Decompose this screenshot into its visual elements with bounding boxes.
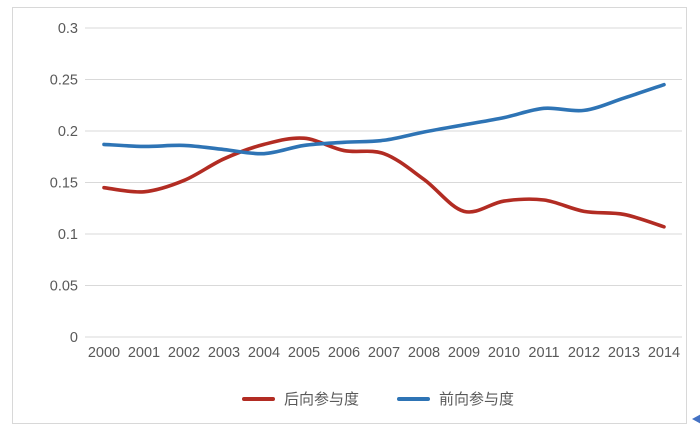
chart-legend: 后向参与度 前向参与度 xyxy=(56,388,700,409)
series-line-1 xyxy=(102,82,666,156)
x-axis-tick-label: 2014 xyxy=(648,345,680,361)
x-axis-tick-label: 2002 xyxy=(168,345,200,361)
x-axis-tick-label: 2011 xyxy=(528,345,559,361)
x-axis-tick-label: 2010 xyxy=(488,345,520,361)
x-axis-tick-label: 2001 xyxy=(128,345,160,361)
legend-line-swatch xyxy=(241,396,275,401)
y-axis-tick-label: 0.25 xyxy=(50,73,78,89)
legend-line-swatch xyxy=(397,396,430,401)
x-axis-tick-label: 2000 xyxy=(88,345,120,361)
y-axis-tick-label: 0.2 xyxy=(58,124,78,140)
legend-item-0: 后向参与度 xyxy=(241,388,359,409)
x-axis-tick-label: 2006 xyxy=(328,345,360,361)
y-axis-tick-label: 0.1 xyxy=(58,227,78,243)
y-axis-tick-label: 0.3 xyxy=(58,21,78,37)
chart-frame xyxy=(12,7,687,424)
x-axis-tick-label: 2008 xyxy=(408,345,440,361)
x-axis-tick-label: 2012 xyxy=(568,345,600,361)
y-axis-tick-label: 0.15 xyxy=(50,176,78,192)
legend-label: 后向参与度 xyxy=(283,391,359,408)
x-axis-tick-label: 2003 xyxy=(208,345,240,361)
y-axis-tick-label: 0 xyxy=(70,330,78,346)
x-axis-tick-label: 2007 xyxy=(368,345,400,361)
x-axis-tick-label: 2005 xyxy=(288,345,320,361)
legend-item-1: 前向参与度 xyxy=(397,388,514,409)
legend-label: 前向参与度 xyxy=(439,391,515,408)
corner-arrow-icon xyxy=(692,413,700,425)
x-axis-tick-label: 2013 xyxy=(608,345,640,361)
x-axis-tick-label: 2004 xyxy=(248,345,280,361)
y-axis-tick-label: 0.05 xyxy=(50,279,78,295)
x-axis-tick-label: 2009 xyxy=(448,345,480,361)
series-line-0 xyxy=(102,136,666,229)
